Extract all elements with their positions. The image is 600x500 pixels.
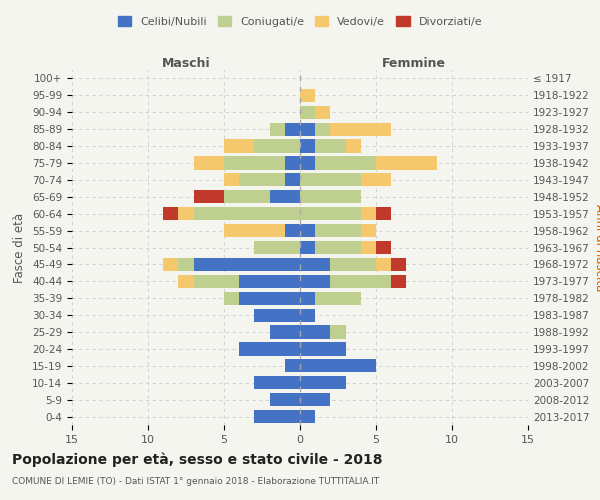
Bar <box>315 224 361 237</box>
Bar <box>269 190 300 203</box>
Bar <box>254 140 300 152</box>
Legend: Celibi/Nubili, Coniugati/e, Vedovi/e, Divorziati/e: Celibi/Nubili, Coniugati/e, Vedovi/e, Di… <box>113 12 487 32</box>
Bar <box>331 326 346 338</box>
Bar <box>269 122 285 136</box>
Bar <box>300 393 331 406</box>
Bar <box>300 190 361 203</box>
Bar <box>300 224 315 237</box>
Bar <box>346 140 361 152</box>
Bar <box>331 122 391 136</box>
Bar <box>178 274 194 288</box>
Bar <box>254 376 300 390</box>
Bar <box>376 258 391 271</box>
Bar <box>194 274 239 288</box>
Bar <box>239 274 300 288</box>
Bar <box>300 292 315 305</box>
Bar <box>224 224 285 237</box>
Bar <box>331 258 376 271</box>
Bar <box>300 207 361 220</box>
Bar <box>300 308 315 322</box>
Bar <box>300 106 315 119</box>
Bar <box>315 106 331 119</box>
Bar <box>315 241 361 254</box>
Bar <box>300 274 331 288</box>
Bar <box>300 376 346 390</box>
Bar <box>391 274 406 288</box>
Bar <box>300 122 315 136</box>
Bar <box>300 156 315 170</box>
Bar <box>239 342 300 355</box>
Bar <box>239 292 300 305</box>
Bar <box>285 122 300 136</box>
Bar <box>376 207 391 220</box>
Y-axis label: Fasce di età: Fasce di età <box>13 212 26 282</box>
Bar <box>361 207 376 220</box>
Bar <box>163 258 178 271</box>
Bar <box>254 241 300 254</box>
Bar <box>178 207 194 220</box>
Bar <box>194 207 300 220</box>
Bar <box>361 174 391 186</box>
Bar <box>315 122 331 136</box>
Bar <box>269 393 300 406</box>
Bar <box>391 258 406 271</box>
Bar <box>331 274 391 288</box>
Bar <box>224 140 254 152</box>
Bar <box>285 359 300 372</box>
Bar <box>300 140 315 152</box>
Bar <box>178 258 194 271</box>
Bar <box>194 190 224 203</box>
Y-axis label: Anni di nascita: Anni di nascita <box>593 204 600 291</box>
Bar <box>361 224 376 237</box>
Bar <box>376 156 437 170</box>
Bar <box>300 258 331 271</box>
Bar <box>315 292 361 305</box>
Bar <box>254 410 300 423</box>
Bar <box>194 258 300 271</box>
Bar <box>224 156 285 170</box>
Bar <box>163 207 178 220</box>
Bar <box>285 174 300 186</box>
Bar <box>224 174 239 186</box>
Bar <box>300 241 315 254</box>
Text: Maschi: Maschi <box>161 57 211 70</box>
Bar <box>361 241 376 254</box>
Bar <box>376 241 391 254</box>
Bar <box>300 359 376 372</box>
Bar <box>315 156 376 170</box>
Bar <box>300 342 346 355</box>
Text: COMUNE DI LEMIE (TO) - Dati ISTAT 1° gennaio 2018 - Elaborazione TUTTITALIA.IT: COMUNE DI LEMIE (TO) - Dati ISTAT 1° gen… <box>12 478 379 486</box>
Bar <box>194 156 224 170</box>
Bar <box>269 326 300 338</box>
Bar <box>285 224 300 237</box>
Bar <box>300 89 315 102</box>
Bar <box>254 308 300 322</box>
Bar <box>285 156 300 170</box>
Bar <box>239 174 285 186</box>
Text: Femmine: Femmine <box>382 57 446 70</box>
Bar <box>300 174 361 186</box>
Bar <box>300 326 331 338</box>
Text: Popolazione per età, sesso e stato civile - 2018: Popolazione per età, sesso e stato civil… <box>12 452 383 467</box>
Bar <box>224 190 269 203</box>
Bar <box>224 292 239 305</box>
Bar <box>315 140 346 152</box>
Bar <box>300 410 315 423</box>
